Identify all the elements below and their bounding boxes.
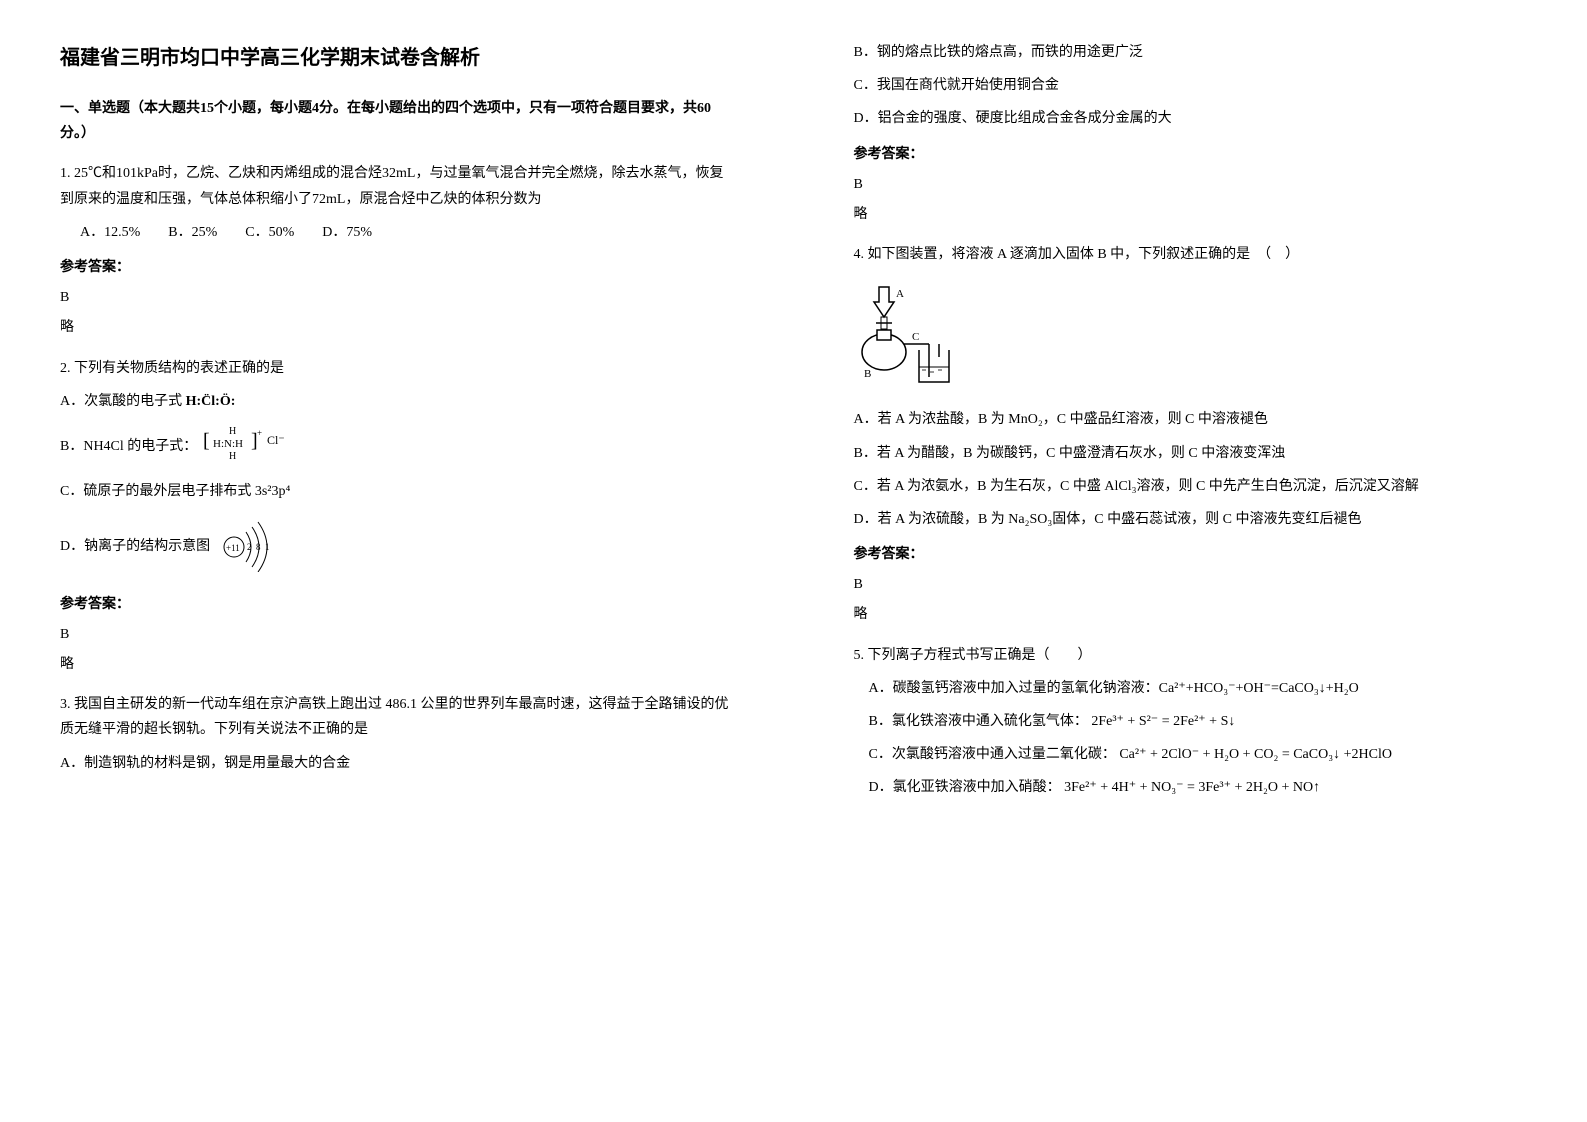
q5-text: 5. 下列离子方程式书写正确是（ ） <box>854 643 1528 668</box>
q5-optC-formula: Ca²⁺ + 2ClO⁻ + H₂O + CO₂ = CaCO₃↓ +2HClO <box>1119 747 1392 762</box>
q1-note: 略 <box>60 315 734 340</box>
q1-answer: B <box>60 285 734 310</box>
q5-optD: D．氯化亚铁溶液中加入硝酸： 3Fe²⁺ + 4H⁺ + NO₃⁻ = 3Fe³… <box>869 775 1528 800</box>
q4-answer: B <box>854 572 1528 597</box>
q4-answer-label: 参考答案： <box>854 542 1528 567</box>
q5-optD-formula: 3Fe²⁺ + 4H⁺ + NO₃⁻ = 3Fe³⁺ + 2H₂O + NO↑ <box>1064 780 1320 795</box>
q2-optD-text: D．钠离子的结构示意图 <box>60 539 210 554</box>
q2-answer: B <box>60 622 734 647</box>
q3-optB: B．钢的熔点比铁的熔点高，而铁的用途更广泛 <box>854 40 1528 65</box>
svg-text:Cl⁻: Cl⁻ <box>267 433 285 447</box>
svg-text:[: [ <box>203 430 210 452</box>
q1-options: A．12.5% B．25% C．50% D．75% <box>80 220 734 245</box>
question-3-part2: B．钢的熔点比铁的熔点高，而铁的用途更广泛 C．我国在商代就开始使用铜合金 D．… <box>854 40 1528 227</box>
question-2: 2. 下列有关物质结构的表述正确的是 A．次氯酸的电子式 H:C̈l:Ö: B．… <box>60 356 734 678</box>
q3-answer-label: 参考答案： <box>854 142 1528 167</box>
q3-optC: C．我国在商代就开始使用铜合金 <box>854 73 1528 98</box>
q2-text: 2. 下列有关物质结构的表述正确的是 <box>60 356 734 381</box>
left-column: 福建省三明市均口中学高三化学期末试卷含解析 一、单选题（本大题共15个小题，每小… <box>0 0 794 1122</box>
q2-answer-label: 参考答案： <box>60 592 734 617</box>
svg-text:C: C <box>912 331 919 343</box>
q1-text: 1. 25℃和101kPa时，乙烷、乙炔和丙烯组成的混合烃32mL，与过量氧气混… <box>60 161 734 211</box>
q5-optB-formula: 2Fe³⁺ + S²⁻ = 2Fe²⁺ + S↓ <box>1091 714 1235 729</box>
svg-text:+: + <box>257 428 262 438</box>
q5-optD-prefix: D．氯化亚铁溶液中加入硝酸： <box>869 780 1061 795</box>
svg-text:H: H <box>229 426 236 437</box>
q4-text: 4. 如下图装置，将溶液 A 逐滴加入固体 B 中，下列叙述正确的是 （ ） <box>854 242 1528 267</box>
question-3-part1: 3. 我国自主研发的新一代动车组在京沪高铁上跑出过 486.1 公里的世界列车最… <box>60 692 734 776</box>
q5-optA: A．碳酸氢钙溶液中加入过量的氢氧化钠溶液：Ca²⁺+HCO₃⁻+OH⁻=CaCO… <box>869 676 1528 701</box>
q2-optA-prefix: A．次氯酸的电子式 <box>60 394 186 409</box>
svg-text:8: 8 <box>256 542 261 552</box>
q2-optD-diagram: +11 2 8 1 <box>214 512 284 581</box>
q2-optA: A．次氯酸的电子式 H:C̈l:Ö: <box>60 389 734 414</box>
q2-optC: C．硫原子的最外层电子排布式 3s²3p⁴ <box>60 479 734 504</box>
q3-answer: B <box>854 172 1528 197</box>
question-1: 1. 25℃和101kPa时，乙烷、乙炔和丙烯组成的混合烃32mL，与过量氧气混… <box>60 161 734 340</box>
q4-optB: B．若 A 为醋酸，B 为碳酸钙，C 中盛澄清石灰水，则 C 中溶液变浑浊 <box>854 441 1528 466</box>
q2-optB-formula: [ H H:N:H H ] + Cl⁻ <box>201 422 291 471</box>
q3-text: 3. 我国自主研发的新一代动车组在京沪高铁上跑出过 486.1 公里的世界列车最… <box>60 692 734 742</box>
question-4: 4. 如下图装置，将溶液 A 逐滴加入固体 B 中，下列叙述正确的是 （ ） A… <box>854 242 1528 628</box>
q2-note: 略 <box>60 652 734 677</box>
q4-optA: A．若 A 为浓盐酸，B 为 MnO₂，C 中盛品红溶液，则 C 中溶液褪色 <box>854 407 1528 432</box>
q4-note: 略 <box>854 602 1528 627</box>
q5-optB: B．氯化铁溶液中通入硫化氢气体： 2Fe³⁺ + S²⁻ = 2Fe²⁺ + S… <box>869 709 1528 734</box>
q4-optC: C．若 A 为浓氨水，B 为生石灰，C 中盛 AlCl₃溶液，则 C 中先产生白… <box>854 474 1528 499</box>
q2-optD: D．钠离子的结构示意图 +11 2 8 1 <box>60 512 734 581</box>
q5-optC-prefix: C．次氯酸钙溶液中通入过量二氧化碳： <box>869 747 1116 762</box>
svg-text:B: B <box>864 368 871 380</box>
svg-text:A: A <box>896 288 904 300</box>
q1-answer-label: 参考答案： <box>60 255 734 280</box>
svg-text:H: H <box>229 451 236 462</box>
section-header: 一、单选题（本大题共15个小题，每小题4分。在每小题给出的四个选项中，只有一项符… <box>60 96 734 146</box>
q2-optA-formula: H:C̈l:Ö: <box>186 389 236 414</box>
q3-optA: A．制造钢轨的材料是钢，钢是用量最大的合金 <box>60 751 734 776</box>
svg-text:1: 1 <box>265 542 270 552</box>
q2-optB-prefix: B．NH4Cl 的电子式： <box>60 439 197 454</box>
svg-text:+11: +11 <box>226 543 240 553</box>
svg-text:H:N:H: H:N:H <box>213 438 243 450</box>
q3-optD: D．铝合金的强度、硬度比组成合金各成分金属的大 <box>854 106 1528 131</box>
q3-note: 略 <box>854 202 1528 227</box>
question-5: 5. 下列离子方程式书写正确是（ ） A．碳酸氢钙溶液中加入过量的氢氧化钠溶液：… <box>854 643 1528 801</box>
q4-optD: D．若 A 为浓硫酸，B 为 Na₂SO₃固体，C 中盛石蕊试液，则 C 中溶液… <box>854 507 1528 532</box>
q2-optB: B．NH4Cl 的电子式： [ H H:N:H H ] + Cl⁻ <box>60 422 734 471</box>
q5-optC: C．次氯酸钙溶液中通入过量二氧化碳： Ca²⁺ + 2ClO⁻ + H₂O + … <box>869 742 1528 767</box>
document-title: 福建省三明市均口中学高三化学期末试卷含解析 <box>60 40 734 76</box>
right-column: B．钢的熔点比铁的熔点高，而铁的用途更广泛 C．我国在商代就开始使用铜合金 D．… <box>794 0 1587 1122</box>
svg-text:2: 2 <box>247 542 252 552</box>
q5-optB-prefix: B．氯化铁溶液中通入硫化氢气体： <box>869 714 1088 729</box>
q4-apparatus-diagram: A B C <box>854 282 1528 392</box>
